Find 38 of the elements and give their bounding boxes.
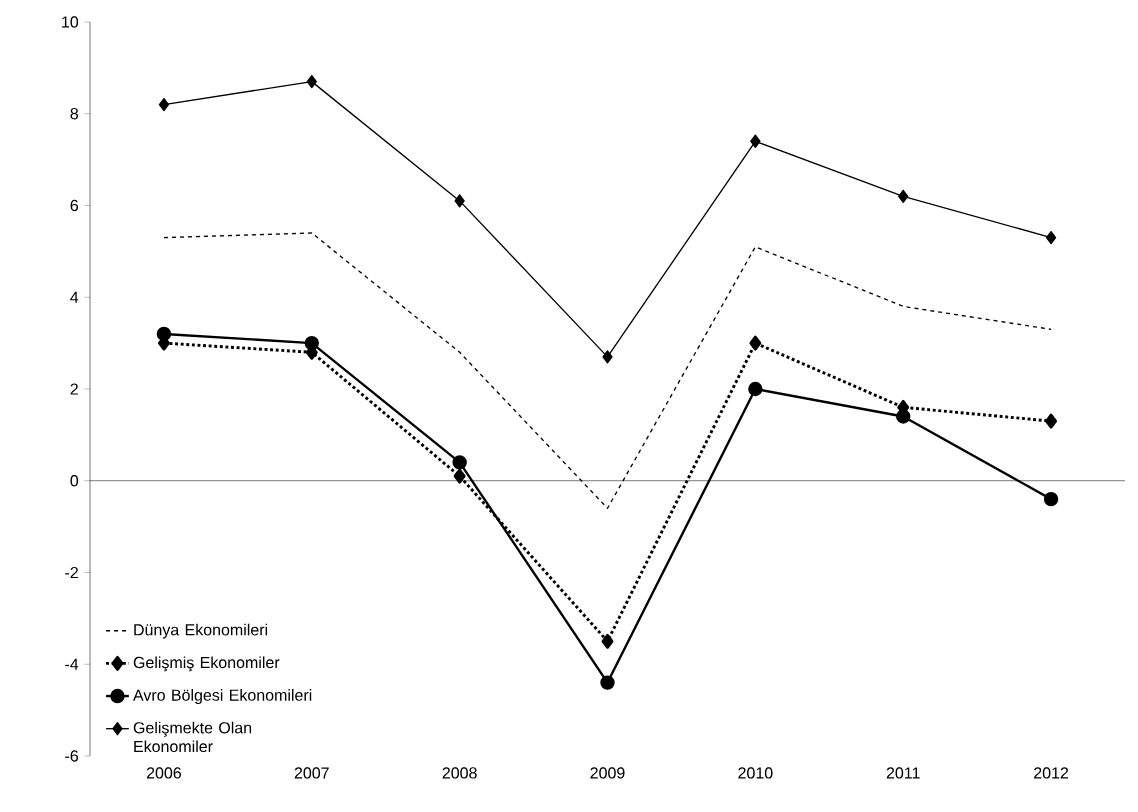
y-tick-label: 10 — [62, 16, 79, 28]
y-tick-label: 6 — [70, 199, 79, 212]
point — [896, 409, 911, 424]
point — [156, 326, 172, 342]
y-tick-label: 8 — [70, 108, 79, 120]
x-tick-label: 2006 — [146, 767, 182, 779]
point — [748, 381, 763, 397]
x-tick-label: 2011 — [886, 767, 920, 779]
y-tick-label: -6 — [65, 750, 79, 762]
point — [600, 675, 615, 690]
point — [452, 455, 467, 470]
x-tick-label: 2012 — [1034, 767, 1069, 779]
x-tick-label: 2009 — [590, 767, 625, 779]
point — [306, 74, 317, 89]
point — [1045, 413, 1058, 429]
point — [453, 468, 466, 484]
point — [304, 335, 319, 351]
y-tick-label: 2 — [70, 383, 78, 395]
y-tick-label: -2 — [65, 566, 78, 579]
x-tick-label: 2007 — [294, 767, 329, 779]
point — [1045, 230, 1057, 245]
x-tick-label: 2008 — [442, 767, 477, 779]
y-tick-label: 4 — [70, 291, 79, 303]
legend-label: Gelişmiş Ekonomiler — [133, 656, 280, 672]
point — [602, 350, 613, 364]
x-tick-label: 2010 — [738, 767, 773, 779]
point — [749, 335, 762, 351]
point — [1043, 491, 1059, 507]
point — [454, 194, 465, 208]
point — [601, 633, 614, 649]
legend-label: Dünya Ekonomileri — [134, 623, 268, 639]
legend-label: Gelişmekte Olan Ekonomiler — [133, 721, 252, 753]
y-tick-label: -4 — [65, 658, 79, 670]
point — [750, 134, 761, 148]
point — [158, 97, 170, 112]
y-tick-label: 0 — [70, 475, 79, 487]
point — [898, 189, 909, 203]
legend-label: Avro Bölgesi Ekonomileri — [133, 689, 312, 704]
